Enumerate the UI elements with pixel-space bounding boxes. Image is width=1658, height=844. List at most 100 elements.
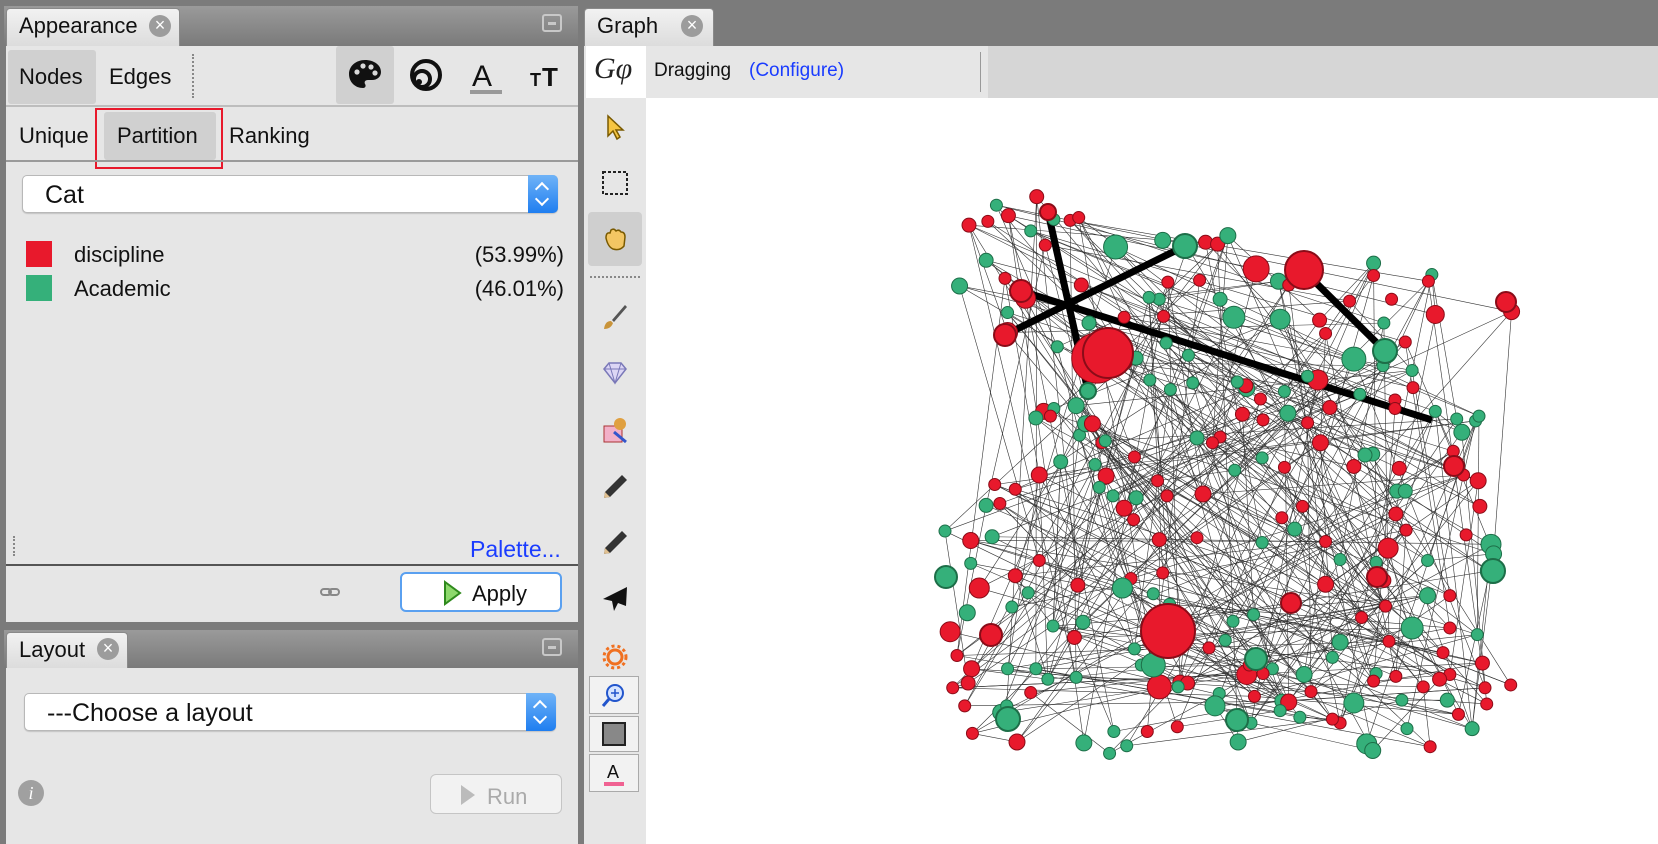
graph-node: [1008, 482, 1022, 496]
graph-node: [1151, 532, 1167, 548]
link-icon[interactable]: [320, 585, 340, 599]
graph-node: [1163, 383, 1177, 396]
apply-button-label: Apply: [472, 581, 528, 606]
graph-node: [1459, 528, 1473, 542]
graph-node: [1001, 306, 1015, 320]
graph-node: [1301, 369, 1315, 383]
graph-node: [1472, 498, 1488, 514]
graph-node: [1273, 704, 1287, 718]
graph-node: [958, 604, 976, 622]
palette-link[interactable]: Palette...: [470, 536, 561, 562]
graph-node: [1159, 336, 1173, 350]
drag-hand-icon: [605, 228, 626, 251]
graph-node: [1128, 490, 1144, 506]
graph-node: [1425, 304, 1445, 324]
network-graph[interactable]: [646, 98, 1658, 844]
label-color-icon-button[interactable]: A: [458, 46, 514, 104]
close-icon[interactable]: ×: [97, 638, 119, 660]
chevron-updown-icon[interactable]: [526, 693, 556, 731]
graph-node: [1443, 589, 1457, 603]
legend-swatch-red[interactable]: [26, 241, 52, 267]
graph-node: [1029, 189, 1045, 205]
appearance-tab[interactable]: Appearance ×: [6, 8, 180, 46]
apply-button[interactable]: Apply: [400, 572, 562, 612]
rectangle-select-button[interactable]: [588, 156, 642, 210]
graph-edge: [1435, 411, 1494, 554]
graph-edge: [1148, 280, 1279, 298]
graph-tab[interactable]: Graph ×: [584, 8, 714, 46]
configure-link[interactable]: (Configure): [749, 60, 845, 81]
graph-node: [1451, 707, 1465, 721]
layout-select[interactable]: ---Choose a layout: [24, 693, 556, 731]
palette-icon-button[interactable]: [336, 46, 394, 104]
graph-node: [1143, 373, 1157, 387]
graph-edge: [1395, 513, 1490, 572]
tab-unique[interactable]: Unique: [8, 112, 100, 158]
legend-swatch-green[interactable]: [26, 275, 52, 301]
graph-node: [1269, 308, 1291, 330]
graph-node: [1253, 392, 1267, 406]
tab-ranking[interactable]: Ranking: [218, 112, 328, 158]
resize-handle[interactable]: [13, 536, 15, 556]
graph-node: [1170, 720, 1184, 734]
graph-node: [1355, 611, 1369, 624]
layout-tab[interactable]: Layout ×: [6, 632, 128, 668]
graph-node: [1470, 628, 1484, 642]
graph-node: [1072, 211, 1086, 225]
graph-node: [1075, 614, 1091, 630]
graph-node: [1053, 454, 1069, 470]
close-icon[interactable]: ×: [149, 15, 171, 37]
select-arrow-button[interactable]: [588, 100, 642, 154]
graph-node: [1190, 531, 1204, 545]
pencil-alt-button[interactable]: [588, 516, 642, 570]
info-icon[interactable]: i: [18, 780, 44, 806]
chevron-updown-icon[interactable]: [528, 175, 558, 213]
graph-edge: [1015, 388, 1247, 490]
background-color-button[interactable]: [589, 716, 639, 752]
brush-button[interactable]: [588, 290, 642, 344]
graph-canvas[interactable]: [646, 98, 1658, 844]
tab-nodes[interactable]: Nodes: [8, 50, 96, 104]
graph-node: [1397, 483, 1413, 499]
graph-edge: [1082, 474, 1464, 623]
appearance-tab-title: Appearance: [19, 13, 138, 38]
run-button[interactable]: Run: [430, 774, 562, 814]
graph-node: [1474, 655, 1490, 671]
diamond-button[interactable]: [588, 346, 642, 400]
graph-node: [1322, 400, 1338, 416]
graph-node: [1204, 695, 1226, 717]
svg-text:T: T: [542, 62, 558, 92]
plane-button[interactable]: [588, 572, 642, 626]
graph-edge: [1165, 342, 1386, 607]
graph-edge: [1159, 280, 1279, 300]
close-icon[interactable]: ×: [681, 15, 703, 37]
size-icon-button[interactable]: [398, 46, 454, 104]
graph-edge: [1134, 389, 1171, 649]
painter-button[interactable]: [588, 404, 642, 458]
tab-edges[interactable]: Edges: [98, 50, 182, 104]
graph-node: [1443, 621, 1457, 635]
graph-edge: [994, 484, 1254, 615]
sun-button[interactable]: [588, 630, 642, 684]
graph-edge: [1053, 408, 1198, 538]
graph-edge: [1196, 437, 1305, 675]
graph-edge: [1192, 382, 1273, 669]
graph-edge: [1372, 679, 1440, 751]
minimize-icon[interactable]: [542, 14, 562, 32]
attribute-select[interactable]: Cat: [22, 175, 558, 213]
graph-node: [1367, 269, 1381, 282]
graph-hub-node: [995, 706, 1021, 732]
drag-hand-button[interactable]: [588, 212, 642, 266]
graph-node: [960, 675, 976, 691]
graph-edge: [992, 393, 1360, 538]
graph-edge: [1254, 411, 1436, 697]
zoom-center-button[interactable]: [589, 676, 639, 714]
tab-partition[interactable]: Partition: [104, 112, 216, 160]
label-color-button[interactable]: A: [589, 754, 639, 792]
legend-percent: (53.99%): [474, 242, 564, 267]
pencil-button[interactable]: [588, 460, 642, 514]
minimize-icon[interactable]: [542, 638, 562, 656]
graph-edge: [1074, 637, 1115, 732]
toolbar-separator: [590, 276, 640, 278]
